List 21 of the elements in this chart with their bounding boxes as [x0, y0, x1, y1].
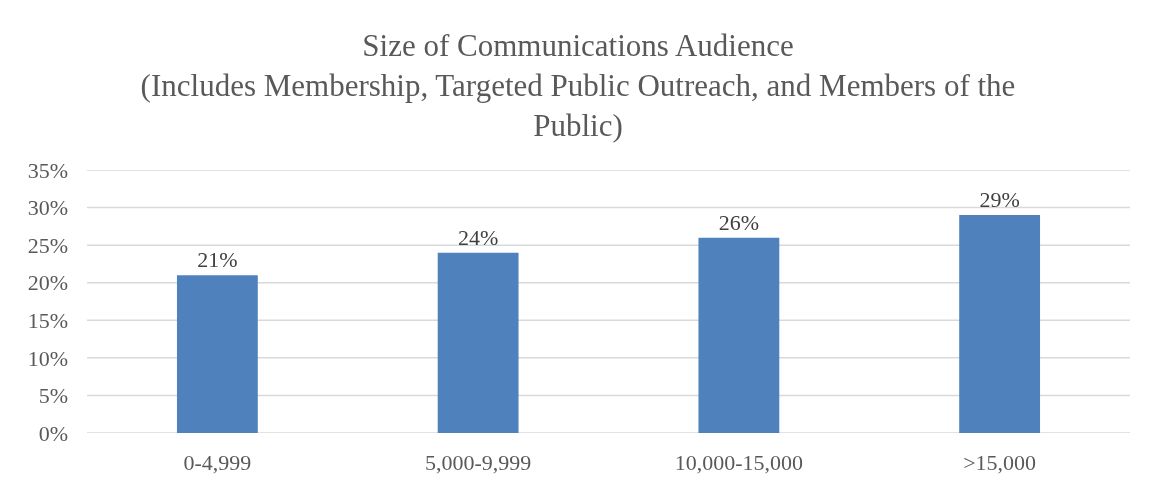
data-label: 24%: [457, 224, 499, 250]
y-tick-label: 0%: [38, 420, 68, 446]
y-tick-label: 20%: [27, 270, 68, 296]
y-tick-label: 5%: [38, 383, 68, 409]
bar: [959, 215, 1041, 433]
y-tick-label: 10%: [27, 345, 68, 371]
bar: [437, 252, 519, 433]
data-label: 29%: [979, 187, 1020, 213]
data-label: 26%: [718, 209, 760, 235]
y-tick-label: 15%: [27, 307, 68, 333]
x-tick-label: 10,000-15,000: [674, 450, 804, 475]
y-tick-label: 35%: [27, 157, 68, 183]
y-tick-label: 25%: [27, 232, 68, 258]
x-tick-label: >15,000: [963, 450, 1037, 475]
data-label: 21%: [197, 247, 238, 273]
bar: [176, 275, 258, 433]
chart-title: Size of Communications Audience (Includes Membership, Targeted Public Outreach, and Members of the Public): [140, 27, 1016, 144]
x-tick-label: 0-4,999: [183, 450, 252, 475]
bar: [698, 237, 780, 433]
x-tick-label: 5,000-9,999: [424, 450, 532, 475]
y-tick-label: 30%: [27, 195, 68, 221]
